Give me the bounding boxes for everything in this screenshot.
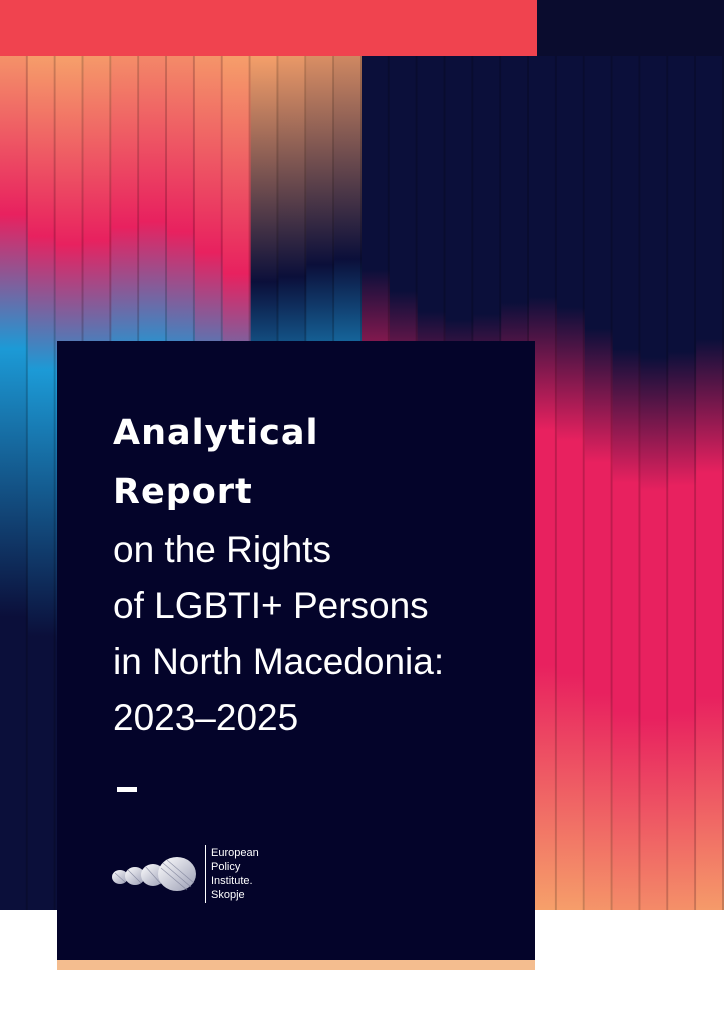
title-line-3: on the Rights [113,529,332,570]
stripe [696,56,724,910]
logo-divider [205,845,206,903]
stripe [640,56,669,910]
logo-text-line: Institute. [211,875,253,887]
stripe-edge [638,56,641,910]
logo-text-line: European [211,847,259,859]
stripe-edge [25,56,28,910]
logo-text-line: Policy [211,861,241,873]
title-line-6: 2023–2025 [113,697,299,738]
title-line-4: of LGBTI+ Persons [113,585,429,626]
stripe [556,56,586,910]
stripe-edge [722,56,724,910]
title-line-5: in North Macedonia: [113,641,445,682]
stripe [0,56,29,910]
top-navy-bar [537,0,724,56]
stripe-edge [694,56,697,910]
stripe-edge [53,56,56,910]
top-red-bar [0,0,537,56]
stripe [612,56,641,910]
logo-wordmark: European Policy Institute. Skopje [211,846,259,902]
title-line-1: Analytical [113,413,319,453]
epi-logo-mark-icon [112,857,196,891]
title-panel [57,341,535,960]
title-line-2: Report [113,472,253,512]
stripe-edge [554,56,557,910]
epi-logo: European Policy Institute. Skopje [111,845,281,907]
stripe-edge [610,56,613,910]
stripe [584,56,614,910]
title-dash [117,787,137,792]
stripe-edge [582,56,585,910]
stripe [27,56,57,910]
stripe-edge [666,56,669,910]
logo-text-line: Skopje [211,889,245,901]
report-title: Analytical Report on the Rights of LGBTI… [113,404,523,746]
panel-underline-bar [57,960,535,970]
stripe [668,56,697,910]
